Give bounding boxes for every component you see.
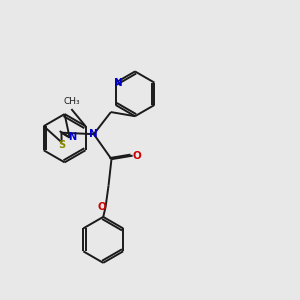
Text: N: N: [68, 132, 76, 142]
Text: N: N: [114, 78, 123, 88]
Text: N: N: [89, 129, 98, 139]
Text: S: S: [59, 140, 66, 150]
Text: O: O: [133, 151, 142, 160]
Text: CH₃: CH₃: [63, 97, 80, 106]
Text: O: O: [98, 202, 106, 212]
